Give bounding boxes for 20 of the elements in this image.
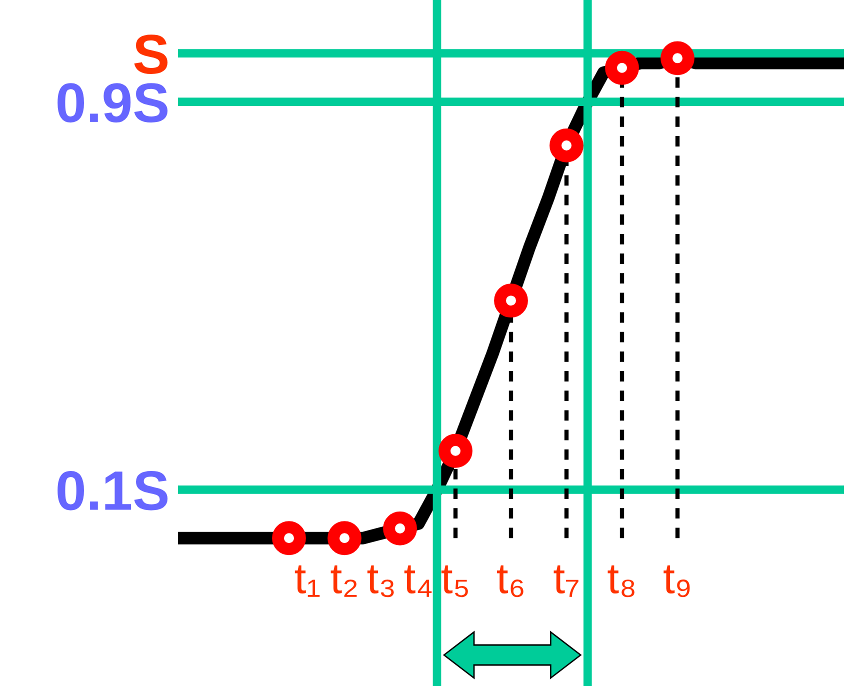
x-tick-label: t₅ <box>442 565 468 598</box>
point <box>494 284 528 318</box>
y-tick-label: S <box>134 34 168 74</box>
point <box>550 128 584 162</box>
point <box>272 521 306 556</box>
point <box>438 434 472 468</box>
x-tick-label: t₃ <box>367 565 394 598</box>
x-tick-label: t₂ <box>330 565 357 597</box>
x-tick-label: t₈ <box>608 565 634 598</box>
y-tick-label: 0.9S <box>58 83 168 122</box>
x-tick-label: t₉ <box>664 565 690 598</box>
point <box>328 521 362 556</box>
y-tick-label: 0.1S <box>58 470 168 510</box>
point <box>660 41 694 76</box>
x-tick-label: t₇ <box>554 565 578 597</box>
x-tick-label: t₆ <box>496 565 524 598</box>
point <box>605 50 639 85</box>
x-tick-label: t₄ <box>404 565 432 597</box>
x-tick-label: t₁ <box>294 565 320 597</box>
point <box>383 511 417 546</box>
